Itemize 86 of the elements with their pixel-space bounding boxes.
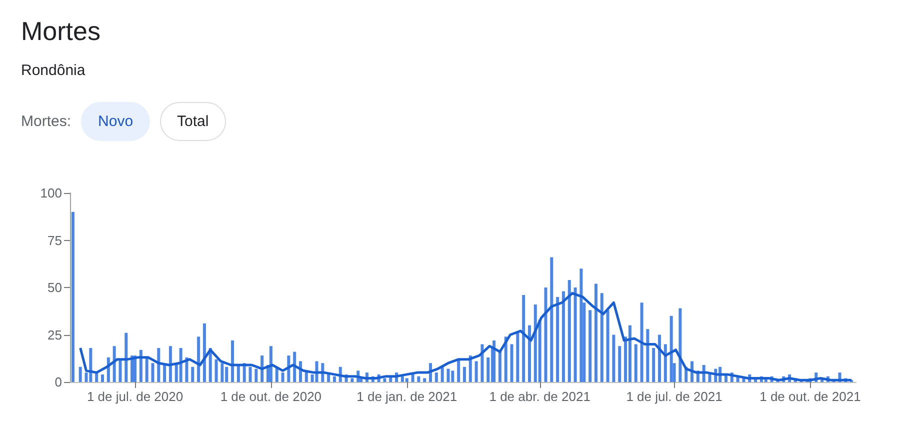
y-tick-label: 100 (40, 186, 62, 200)
x-tick-label: 1 de abr. de 2021 (489, 389, 590, 404)
bar (139, 350, 142, 382)
chart-subtitle: Rondônia (21, 62, 86, 79)
bar (594, 284, 598, 382)
bar (628, 325, 632, 382)
bar (457, 359, 460, 382)
bar (510, 344, 514, 382)
bar (670, 316, 673, 382)
bar (248, 366, 252, 382)
bar (550, 257, 554, 382)
bar (269, 346, 272, 382)
bar (214, 359, 218, 382)
bar (492, 340, 496, 382)
bar (197, 336, 200, 382)
bar (383, 378, 386, 382)
bar (434, 372, 438, 382)
bar (640, 302, 644, 382)
chart-title: Mortes (21, 16, 100, 47)
bar (600, 293, 604, 382)
bar (168, 346, 172, 382)
bar (516, 332, 520, 382)
bar (254, 368, 258, 382)
bar (468, 356, 472, 382)
bar (202, 323, 206, 382)
bar (130, 356, 134, 382)
bar (89, 348, 92, 382)
bar (281, 372, 284, 382)
x-tick-label: 1 de jan. de 2021 (356, 389, 458, 404)
x-tick-label: 1 de out. de 2020 (220, 389, 322, 404)
text: Mortes: (21, 113, 72, 130)
y-tick-label: 0 (54, 374, 62, 390)
bar (646, 329, 650, 382)
bar (151, 363, 154, 382)
bar (163, 364, 166, 382)
bar (179, 348, 182, 382)
toggle-button: Total (160, 102, 226, 141)
bar (678, 308, 682, 382)
bar (145, 357, 148, 382)
bar (350, 378, 354, 382)
bar (417, 376, 420, 382)
bar (480, 344, 484, 382)
bar (574, 288, 577, 382)
bar (405, 378, 408, 382)
bar (474, 361, 478, 382)
bar (446, 368, 450, 382)
bar (658, 334, 661, 382)
bar (606, 310, 610, 382)
x-tick-label: 1 de jul. de 2021 (626, 389, 722, 404)
bar (588, 310, 592, 382)
bar (440, 366, 444, 382)
y-tick-label: 25 (48, 327, 62, 342)
bar (157, 348, 160, 382)
bar (236, 364, 240, 382)
bar (220, 363, 224, 382)
bar (112, 346, 116, 382)
x-tick-label: 1 de out. de 2021 (760, 389, 861, 404)
bar (522, 295, 526, 382)
line-series (79, 292, 853, 382)
y-tick-label: 50 (48, 280, 62, 295)
bar (664, 344, 667, 382)
bar (191, 366, 194, 382)
bar (652, 348, 656, 382)
x-tick-label: 1 de jul. de 2020 (86, 389, 184, 404)
bar (71, 212, 74, 382)
toggle-button: Novo (81, 102, 150, 141)
bar (462, 366, 466, 382)
bar (118, 359, 122, 382)
bar (580, 268, 583, 382)
bar (544, 288, 548, 382)
bar (124, 332, 128, 382)
bar (618, 346, 622, 382)
bar (562, 291, 565, 382)
bar (78, 366, 82, 382)
bar (634, 344, 638, 382)
bar (568, 280, 571, 382)
bar (612, 334, 616, 382)
bar (498, 350, 502, 382)
bar (231, 340, 234, 382)
bar (332, 376, 336, 382)
bar (101, 374, 104, 382)
bar (423, 378, 426, 382)
bar (528, 325, 531, 382)
bar (293, 352, 296, 382)
bar (556, 296, 560, 382)
y-tick-label: 75 (48, 232, 62, 248)
